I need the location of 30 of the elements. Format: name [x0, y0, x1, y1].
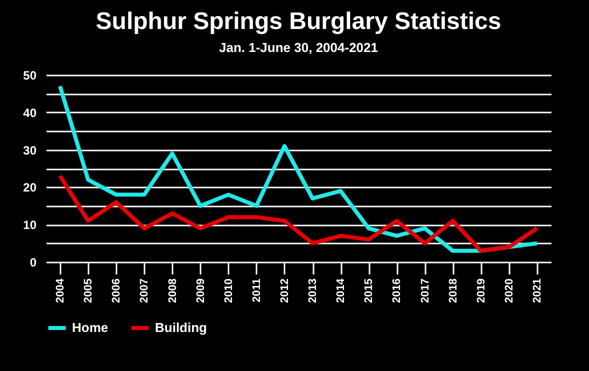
line-series — [58, 174, 539, 253]
x-tick-label: 2011 — [250, 278, 263, 302]
y-tick-label: 10 — [23, 218, 37, 232]
x-tick-label: 2005 — [82, 278, 95, 303]
x-tick-label: 2004 — [54, 278, 67, 303]
chart-title: Sulphur Springs Burglary Statistics — [96, 8, 502, 35]
y-tick-label: 40 — [23, 106, 37, 120]
x-tick-label: 2014 — [335, 278, 348, 303]
legend-label: Building — [155, 320, 208, 335]
x-tick-label: 2008 — [166, 278, 179, 303]
x-tick-label: 2009 — [194, 278, 207, 303]
x-tick-label: 2015 — [363, 278, 376, 303]
x-tick-label: 2016 — [391, 278, 404, 303]
x-tick-label: 2012 — [278, 278, 291, 303]
y-tick-label: 30 — [23, 143, 37, 158]
y-tick-label: 0 — [30, 256, 37, 270]
x-tick-label: 2018 — [447, 278, 460, 303]
y-tick-label: 20 — [23, 180, 37, 195]
x-tick-label: 2010 — [222, 278, 235, 303]
x-tick-label: 2019 — [475, 278, 488, 303]
x-tick-label: 2013 — [307, 278, 320, 303]
x-tick-label: 2007 — [138, 278, 151, 303]
legend-label: Home — [72, 320, 108, 335]
line-series — [58, 84, 539, 253]
x-tick-label: 2021 — [531, 278, 544, 303]
x-tick-label: 2006 — [110, 278, 123, 303]
x-tick-label: 2020 — [503, 278, 516, 303]
y-tick-label: 50 — [23, 68, 37, 82]
x-tick-label: 2017 — [419, 278, 432, 303]
chart-subtitle: Jan. 1-June 30, 2004-2021 — [219, 40, 378, 55]
